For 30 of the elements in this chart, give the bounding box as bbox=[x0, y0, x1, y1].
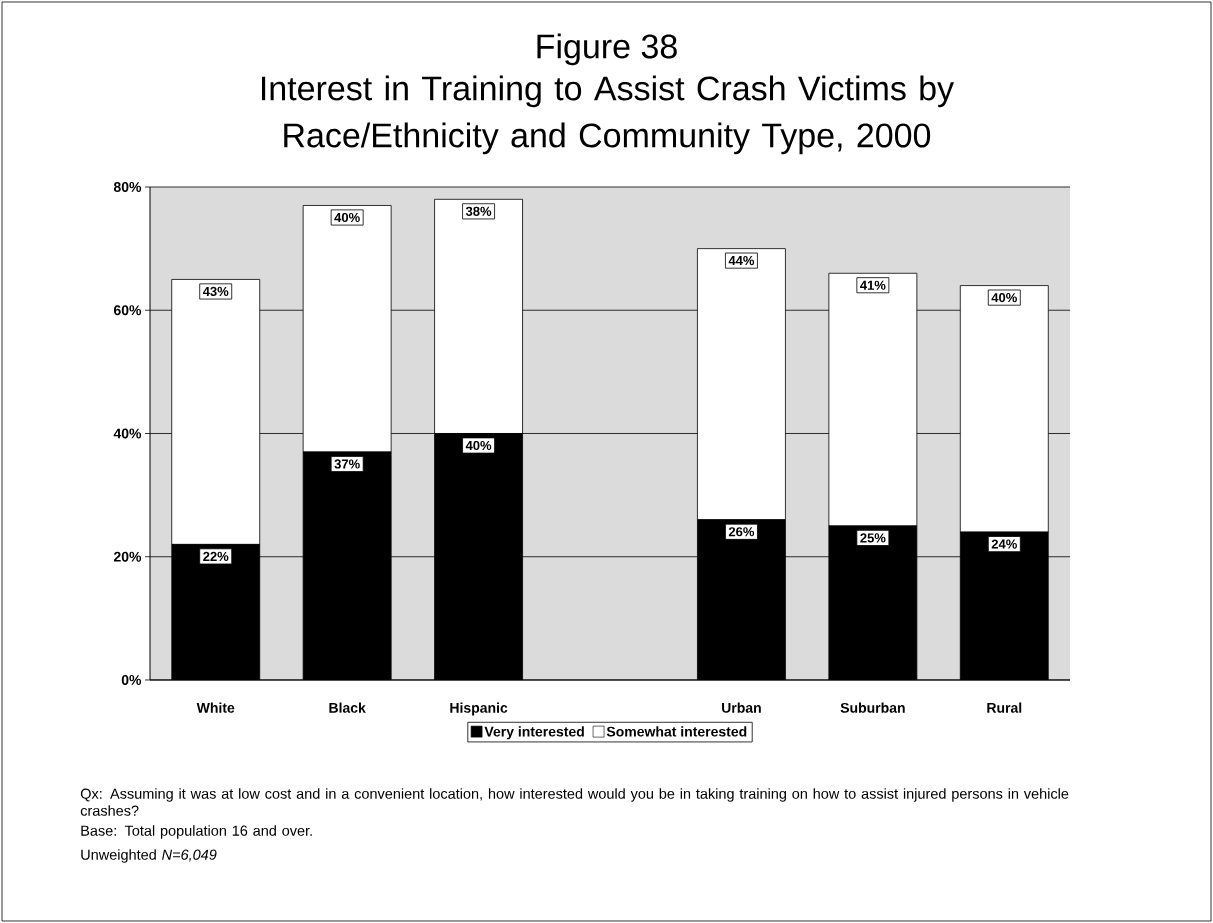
y-tick-label: 60% bbox=[113, 305, 142, 316]
chart-title: Figure 38 bbox=[537, 33, 677, 66]
y-tick-label: 40% bbox=[113, 428, 142, 439]
y-tick-label: 80% bbox=[113, 182, 142, 192]
legend-label: Somewhat interested bbox=[606, 726, 747, 737]
data-label: 24% bbox=[991, 539, 1017, 549]
data-label: 25% bbox=[860, 533, 886, 543]
data-label: 38% bbox=[465, 206, 492, 216]
text: Qx: Assuming it was at low cost and in a convenient location, how interested would you be in taking training on how to assist injured persons in vehicle crashes? bbox=[80, 788, 1069, 816]
data-label: 41% bbox=[860, 280, 886, 290]
data-label: 40% bbox=[991, 292, 1017, 303]
y-tick-label: 20% bbox=[113, 551, 142, 562]
data-label: 22% bbox=[203, 551, 229, 561]
data-label: 40% bbox=[334, 212, 360, 223]
legend-label: Very interested bbox=[484, 726, 584, 740]
data-label: 44% bbox=[728, 256, 755, 266]
text: Unweighted N=6,049 bbox=[81, 849, 217, 863]
y-tick-label: 0% bbox=[121, 675, 142, 685]
x-tick-label: Hispanic bbox=[450, 702, 508, 716]
data-label: 43% bbox=[202, 286, 229, 297]
x-tick-label: Suburban bbox=[840, 702, 905, 713]
data-label: 40% bbox=[465, 440, 492, 451]
text: Base: Total population 16 and over. bbox=[81, 825, 312, 839]
x-tick-label: White bbox=[196, 702, 235, 713]
x-tick-label: Urban bbox=[722, 702, 761, 713]
x-tick-label: Rural bbox=[987, 702, 1022, 713]
data-label: 26% bbox=[728, 527, 755, 537]
data-label: 37% bbox=[334, 459, 360, 469]
x-tick-label: Black bbox=[329, 702, 366, 713]
chart-subtitle: Interest in Training to Assist Crash Victims by Race/Ethnicity and Community Type, 2000 bbox=[261, 75, 954, 155]
